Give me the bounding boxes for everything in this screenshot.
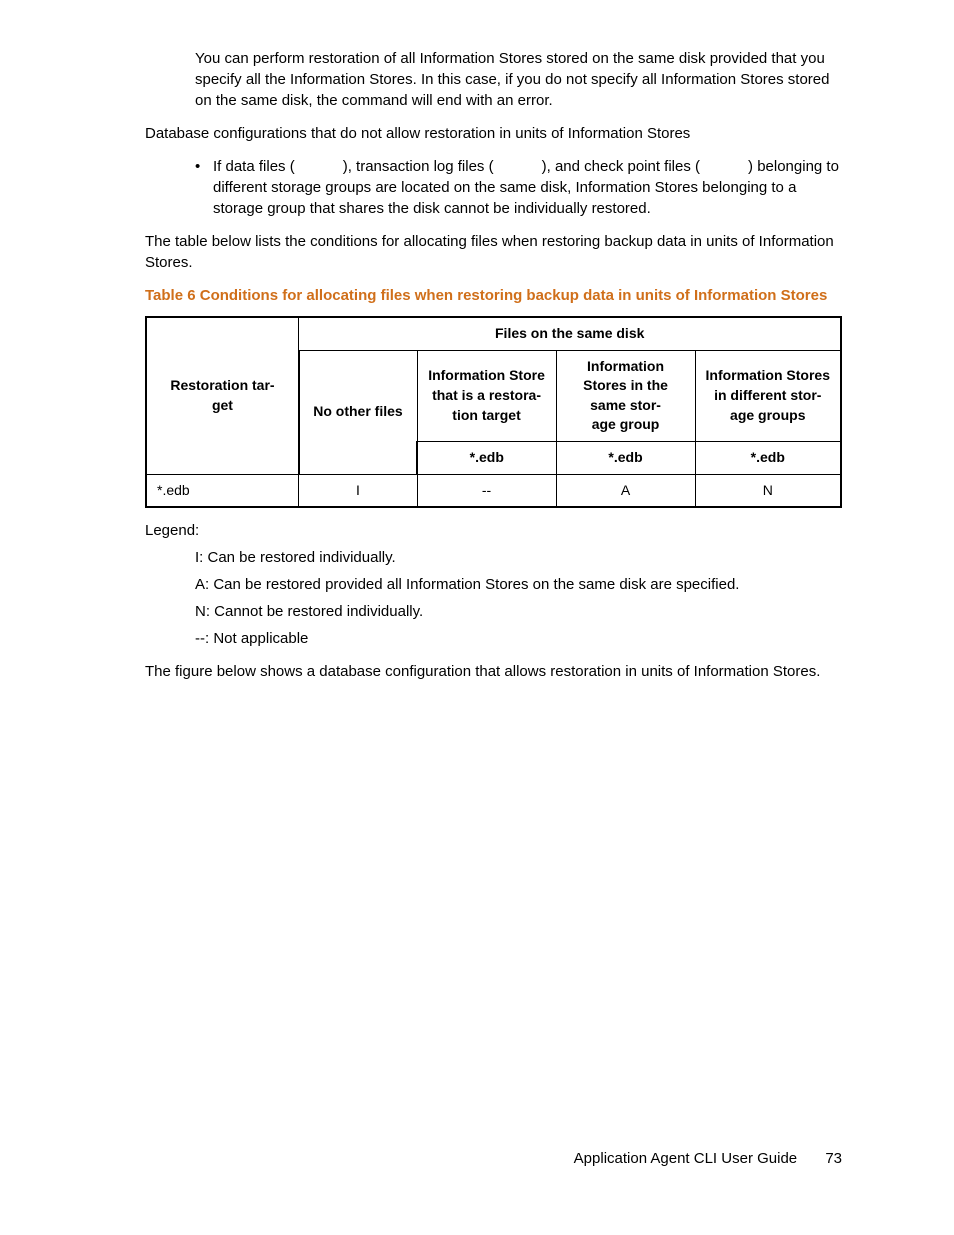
paragraph-db-config-heading: Database configurations that do not allo… bbox=[145, 123, 842, 144]
th-info-stores-diff-groups: Information Stores in different stor-age… bbox=[695, 350, 841, 441]
legend-item: A: Can be restored provided all Informat… bbox=[195, 574, 842, 595]
legend-label: Legend: bbox=[145, 520, 842, 541]
table-caption: Table 6 Conditions for allocating files … bbox=[145, 285, 842, 306]
td-no-other: I bbox=[299, 474, 417, 507]
th-sub-edb-3: *.edb bbox=[695, 441, 841, 474]
td-store-target: -- bbox=[417, 474, 556, 507]
th-info-stores-same-group: Information Stores in the same stor-age … bbox=[556, 350, 695, 441]
page-footer: Application Agent CLI User Guide 73 bbox=[574, 1148, 842, 1169]
td-same-group: A bbox=[556, 474, 695, 507]
bullet-item: • If data files (), transaction log file… bbox=[195, 156, 842, 219]
paragraph-figure-intro: The figure below shows a database config… bbox=[145, 661, 842, 682]
th-no-other-files: No other files bbox=[299, 350, 417, 474]
bullet-text: If data files (), transaction log files … bbox=[213, 156, 842, 219]
footer-title: Application Agent CLI User Guide bbox=[574, 1150, 797, 1167]
legend-item: --: Not applicable bbox=[195, 628, 842, 649]
bullet-marker: • bbox=[195, 156, 213, 177]
paragraph-restore-all: You can perform restoration of all Infor… bbox=[195, 48, 842, 111]
conditions-table: Restoration tar-get Files on the same di… bbox=[145, 316, 842, 508]
td-diff-groups: N bbox=[695, 474, 841, 507]
paragraph-table-intro: The table below lists the conditions for… bbox=[145, 231, 842, 273]
th-restoration-target: Restoration tar-get bbox=[146, 317, 299, 474]
footer-page-number: 73 bbox=[825, 1150, 842, 1167]
th-files-same-disk: Files on the same disk bbox=[299, 317, 841, 350]
th-info-store-target: Information Store that is a restora-tion… bbox=[417, 350, 556, 441]
legend-item: I: Can be restored individually. bbox=[195, 547, 842, 568]
td-target: *.edb bbox=[146, 474, 299, 507]
table-row: *.edb I -- A N bbox=[146, 474, 841, 507]
legend-item: N: Cannot be restored individually. bbox=[195, 601, 842, 622]
th-sub-edb-2: *.edb bbox=[556, 441, 695, 474]
legend-list: I: Can be restored individually. A: Can … bbox=[195, 547, 842, 649]
th-sub-edb-1: *.edb bbox=[417, 441, 556, 474]
